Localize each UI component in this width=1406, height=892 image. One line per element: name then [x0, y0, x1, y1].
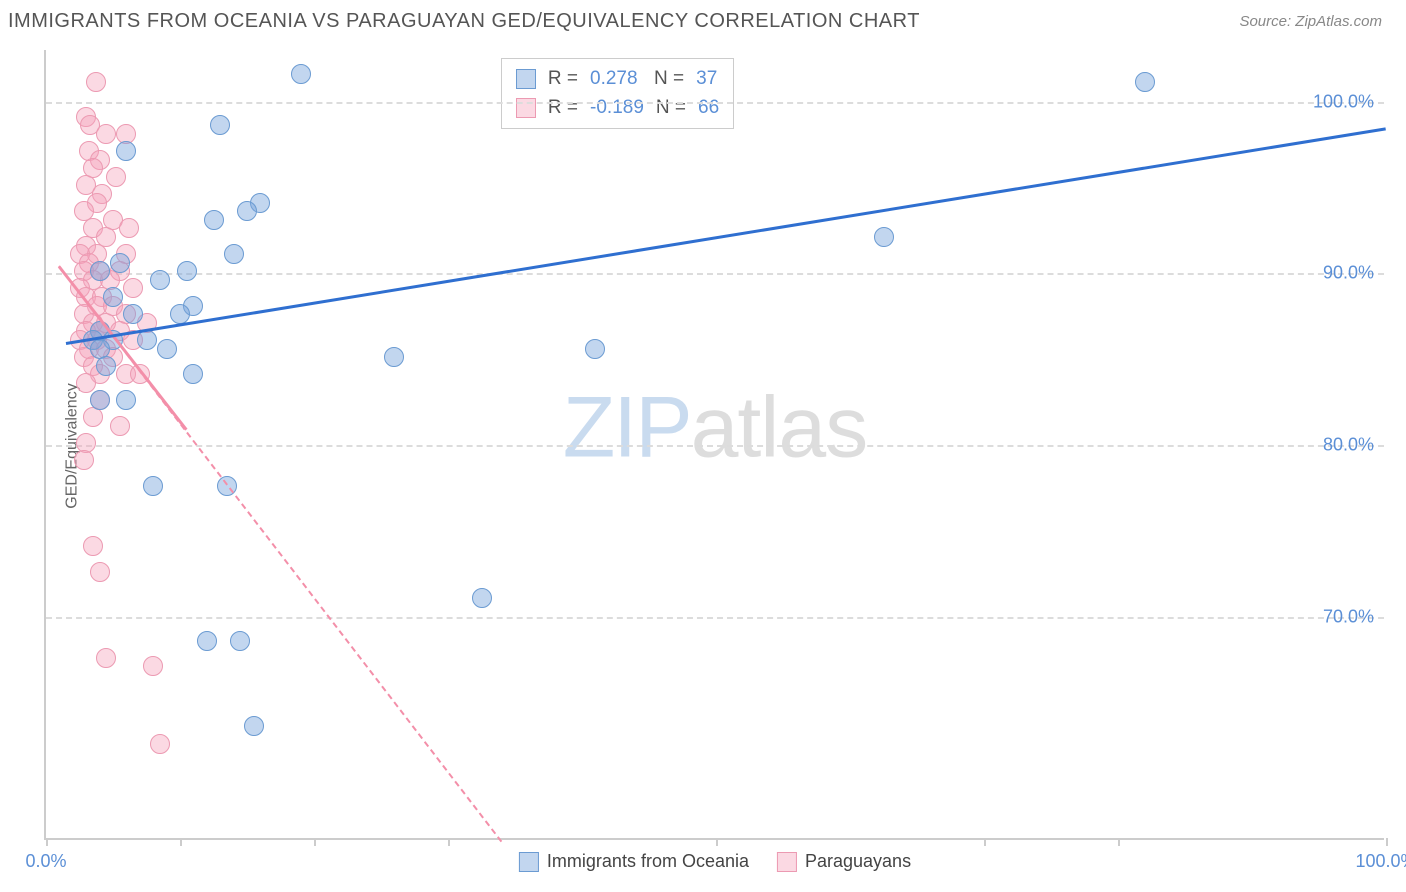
stats-row-series2: R = -0.189 N = 66: [516, 94, 719, 123]
data-point: [123, 304, 143, 324]
x-tick: [180, 838, 182, 846]
x-tick: [314, 838, 316, 846]
stats-row-series1: R = 0.278 N = 37: [516, 65, 719, 94]
data-point: [76, 373, 96, 393]
y-tick-label: 90.0%: [1323, 263, 1374, 284]
legend-swatch-pink: [777, 852, 797, 872]
data-point: [230, 631, 250, 651]
x-tick: [448, 838, 450, 846]
data-point: [96, 648, 116, 668]
data-point: [96, 356, 116, 376]
data-point: [143, 656, 163, 676]
data-point: [224, 244, 244, 264]
data-point: [177, 261, 197, 281]
data-point: [157, 339, 177, 359]
data-point: [90, 562, 110, 582]
data-point: [150, 270, 170, 290]
data-point: [210, 115, 230, 135]
data-point: [1135, 72, 1155, 92]
source-attribution: Source: ZipAtlas.com: [1239, 13, 1382, 30]
n-value-2: 66: [698, 94, 719, 123]
data-point: [90, 390, 110, 410]
data-point: [384, 347, 404, 367]
data-point: [116, 141, 136, 161]
data-point: [90, 261, 110, 281]
y-tick-label: 80.0%: [1323, 435, 1374, 456]
data-point: [119, 218, 139, 238]
x-tick: [1118, 838, 1120, 846]
data-point: [110, 253, 130, 273]
data-point: [244, 716, 264, 736]
legend-label-2: Paraguayans: [805, 851, 911, 872]
data-point: [110, 416, 130, 436]
data-point: [472, 588, 492, 608]
y-tick-label: 70.0%: [1323, 606, 1374, 627]
legend-swatch-blue: [519, 852, 539, 872]
data-point: [237, 201, 257, 221]
data-point: [123, 278, 143, 298]
data-point: [150, 734, 170, 754]
data-point: [197, 631, 217, 651]
data-point: [116, 390, 136, 410]
data-point: [86, 72, 106, 92]
data-point: [74, 450, 94, 470]
x-tick-label: 0.0%: [25, 851, 66, 872]
x-axis-legend: Immigrants from Oceania Paraguayans: [519, 851, 911, 872]
data-point: [103, 287, 123, 307]
gridline: [46, 445, 1384, 447]
watermark: ZIPatlas: [563, 379, 867, 478]
legend-label-1: Immigrants from Oceania: [547, 851, 749, 872]
data-point: [83, 407, 103, 427]
data-point: [183, 364, 203, 384]
r-value-1: 0.278: [590, 65, 642, 94]
data-point: [585, 339, 605, 359]
data-point: [83, 536, 103, 556]
x-tick: [1386, 838, 1388, 846]
data-point: [204, 210, 224, 230]
y-tick-label: 100.0%: [1313, 91, 1374, 112]
data-point: [291, 64, 311, 84]
data-point: [96, 124, 116, 144]
data-point: [874, 227, 894, 247]
gridline: [46, 102, 1384, 104]
r-value-2: -0.189: [590, 94, 644, 123]
gridline: [46, 273, 1384, 275]
trend-line: [66, 127, 1386, 345]
x-tick-label: 100.0%: [1355, 851, 1406, 872]
correlation-stats-box: R = 0.278 N = 37 R = -0.189 N = 66: [501, 58, 734, 129]
n-value-1: 37: [696, 65, 717, 94]
chart-title: IMMIGRANTS FROM OCEANIA VS PARAGUAYAN GE…: [8, 10, 920, 33]
scatter-plot-area: ZIPatlas R = 0.278 N = 37 R = -0.189 N =…: [44, 50, 1384, 840]
x-tick: [716, 838, 718, 846]
swatch-blue: [516, 69, 536, 89]
gridline: [46, 617, 1384, 619]
x-tick: [984, 838, 986, 846]
x-tick: [46, 838, 48, 846]
data-point: [106, 167, 126, 187]
data-point: [143, 476, 163, 496]
